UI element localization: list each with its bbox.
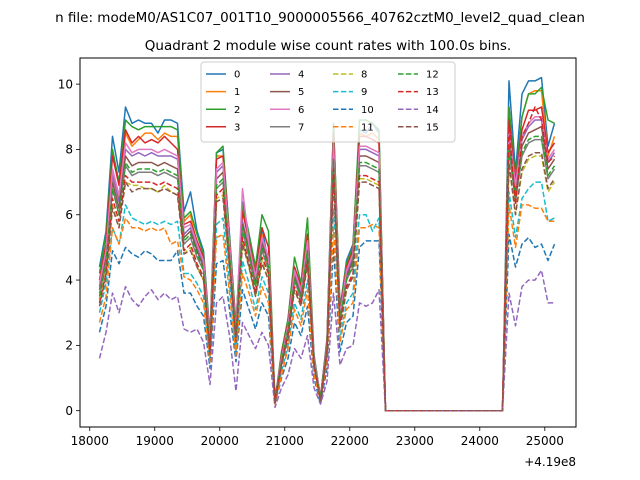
- legend-label-11: 11: [361, 122, 374, 133]
- y-tick-label: 0: [65, 404, 73, 418]
- legend-label-4: 4: [298, 70, 304, 81]
- legend-label-12: 12: [426, 70, 439, 81]
- x-tick-label: 18000: [71, 434, 109, 448]
- legend-frame: [200, 61, 456, 143]
- x-tick-label: 24000: [461, 434, 499, 448]
- x-tick-label: 21000: [266, 434, 304, 448]
- legend-label-1: 1: [234, 87, 240, 98]
- x-tick-label: 20000: [201, 434, 239, 448]
- legend-label-8: 8: [361, 70, 367, 81]
- y-tick-label: 2: [65, 339, 73, 353]
- legend-label-2: 2: [234, 105, 240, 116]
- chart-title: Quadrant 2 module wise count rates with …: [145, 38, 511, 54]
- figure-suptitle: n file: modeM0/AS1C07_001T10_9000005566_…: [55, 10, 585, 26]
- legend-label-9: 9: [361, 87, 367, 98]
- x-tick-label: 22000: [331, 434, 369, 448]
- legend-label-3: 3: [234, 122, 240, 133]
- legend-label-6: 6: [298, 105, 304, 116]
- y-tick-label: 8: [65, 143, 73, 157]
- legend-label-14: 14: [426, 105, 439, 116]
- legend-label-0: 0: [234, 70, 240, 81]
- x-tick-label: 23000: [396, 434, 434, 448]
- y-tick-label: 4: [65, 273, 73, 287]
- x-offset-label: +4.19e8: [524, 455, 576, 469]
- x-tick-label: 19000: [136, 434, 174, 448]
- legend-label-5: 5: [298, 87, 304, 98]
- plot-area: [98, 76, 556, 412]
- y-tick-label: 6: [65, 208, 73, 222]
- x-tick-label: 25000: [526, 434, 564, 448]
- axes-frame: [79, 57, 577, 428]
- axes: 18000 19000 20000 21000 22000 23000 24000 25000…: [58, 77, 564, 448]
- legend-label-10: 10: [361, 105, 374, 116]
- legend-label-7: 7: [298, 122, 304, 133]
- series-line-10: [98, 233, 556, 412]
- series-line-6: [98, 116, 556, 412]
- y-tick-label: 10: [58, 77, 73, 91]
- legend-label-15: 15: [426, 122, 439, 133]
- legend-label-13: 13: [426, 87, 439, 98]
- series-line-15: [98, 151, 556, 412]
